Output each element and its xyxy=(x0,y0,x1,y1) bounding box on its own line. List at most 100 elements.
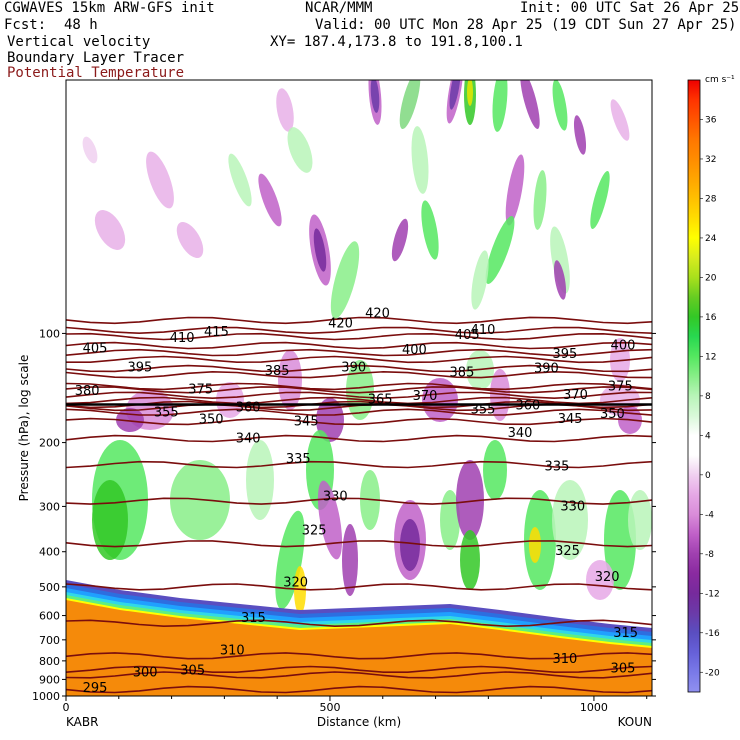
w-field-cell xyxy=(275,510,305,610)
colorbar-label: 24 xyxy=(705,234,717,244)
theta-contour xyxy=(66,370,652,379)
colorbar-label: 36 xyxy=(705,115,717,125)
theta-contour xyxy=(66,665,652,674)
x-tick-label: 1000 xyxy=(580,701,608,714)
w-field-cell xyxy=(317,480,343,560)
contour-label: 400 xyxy=(402,343,427,358)
contour-label: 375 xyxy=(608,379,633,394)
theta-contour xyxy=(66,400,652,409)
w-field-cell xyxy=(460,530,480,590)
theta-contour xyxy=(66,652,652,660)
theta-contour xyxy=(66,396,652,405)
colorbar-label: -8 xyxy=(705,550,714,560)
w-field-cell xyxy=(483,440,507,500)
contour-label: 395 xyxy=(552,347,577,362)
plot-frame xyxy=(65,79,653,697)
w-field-cell xyxy=(82,136,98,164)
w-field-cell xyxy=(391,218,409,262)
theta-contour xyxy=(66,364,652,373)
contour-label: 320 xyxy=(283,576,308,591)
colorbar-label: 20 xyxy=(705,273,717,283)
contour-label: 325 xyxy=(555,544,580,559)
colorbar-label: 16 xyxy=(705,313,717,323)
w-field-cell xyxy=(330,241,360,319)
contour-label: 305 xyxy=(180,663,205,678)
theta-contour xyxy=(66,408,652,416)
w-field-cell xyxy=(628,490,652,550)
contour-label: 405 xyxy=(455,328,480,343)
contour-label: 330 xyxy=(323,490,348,505)
theta-contour xyxy=(66,540,652,548)
w-field-cell xyxy=(590,170,610,230)
model-title: CGWAVES 15km ARW-GFS init xyxy=(4,0,215,16)
theta-contour xyxy=(66,316,652,325)
theta-contour xyxy=(66,685,652,694)
colorbar-label: 12 xyxy=(705,352,716,362)
theta-contour xyxy=(66,434,652,443)
colorbar-label: -4 xyxy=(705,510,714,520)
left-station: KABR xyxy=(66,715,98,729)
y-tick-label: 600 xyxy=(39,610,60,623)
w-field-cell xyxy=(456,460,484,540)
colorbar-label: 0 xyxy=(705,471,711,481)
w-field-cell xyxy=(529,527,541,563)
colorbar-label: -16 xyxy=(705,629,720,639)
contour-label: 335 xyxy=(286,452,311,467)
y-tick-label: 1000 xyxy=(32,690,60,703)
theta-contour xyxy=(66,382,652,391)
y-axis-label: Pressure (hPa), log scale xyxy=(17,355,31,502)
theta-contour xyxy=(66,583,652,591)
theta-contour xyxy=(66,460,652,469)
contour-label: 315 xyxy=(241,611,266,626)
w-field-cell xyxy=(520,80,540,130)
w-field-cell xyxy=(399,80,421,130)
field-potential-temperature: Potential Temperature xyxy=(7,65,185,81)
theta-contour xyxy=(66,332,652,341)
w-field-cell xyxy=(485,216,515,284)
y-tick-label: 700 xyxy=(39,634,60,647)
theta-contour xyxy=(66,355,652,364)
x-tick-label: 500 xyxy=(319,701,340,714)
contour-label: 350 xyxy=(600,407,625,422)
x-tick-label: 0 xyxy=(63,701,70,714)
contour-label: 350 xyxy=(199,413,224,428)
y-tick-label: 500 xyxy=(39,581,60,594)
w-field-cell xyxy=(533,170,547,230)
contour-label: 385 xyxy=(265,364,290,379)
contour-label: 330 xyxy=(560,499,585,514)
contour-label: 325 xyxy=(302,524,327,539)
w-field-cell xyxy=(400,519,420,571)
contour-label: 420 xyxy=(328,317,353,332)
y-tick-label: 800 xyxy=(39,655,60,668)
contour-label: 355 xyxy=(471,402,496,417)
contour-label: 390 xyxy=(534,362,559,377)
contour-label: 310 xyxy=(220,644,245,659)
w-field-cell xyxy=(505,154,525,226)
theta-contour xyxy=(66,671,652,679)
w-field-cell xyxy=(278,350,302,410)
colorbar-label: -12 xyxy=(705,589,720,599)
w-field-cell xyxy=(228,153,252,207)
w-field-cell xyxy=(604,490,636,590)
contour-label: 380 xyxy=(75,384,100,399)
w-field-cell xyxy=(370,80,380,113)
contour-label: 365 xyxy=(368,392,393,407)
w-field-cell xyxy=(176,221,204,259)
field-boundary-layer-tracer: Boundary Layer Tracer xyxy=(7,50,185,66)
y-tick-label: 900 xyxy=(39,673,60,686)
colorbar-label: 28 xyxy=(705,194,717,204)
x-axis-label: Distance (km) xyxy=(317,715,401,729)
contour-label: 310 xyxy=(552,652,577,667)
w-field-cell xyxy=(552,480,588,560)
contour-label: 410 xyxy=(170,331,195,346)
contour-label: 385 xyxy=(450,365,475,380)
w-field-cell xyxy=(467,80,473,106)
center-name: NCAR/MMM xyxy=(305,0,373,16)
contour-label: 340 xyxy=(236,432,261,447)
theta-contour xyxy=(66,326,652,335)
w-field-cell xyxy=(449,80,461,110)
contour-label: 410 xyxy=(471,323,496,338)
w-field-cell xyxy=(146,151,174,209)
cross-section-xy: XY= 187.4,173.8 to 191.8,100.1 xyxy=(270,34,523,50)
colorbar-unit: cm s⁻¹ xyxy=(705,75,735,85)
